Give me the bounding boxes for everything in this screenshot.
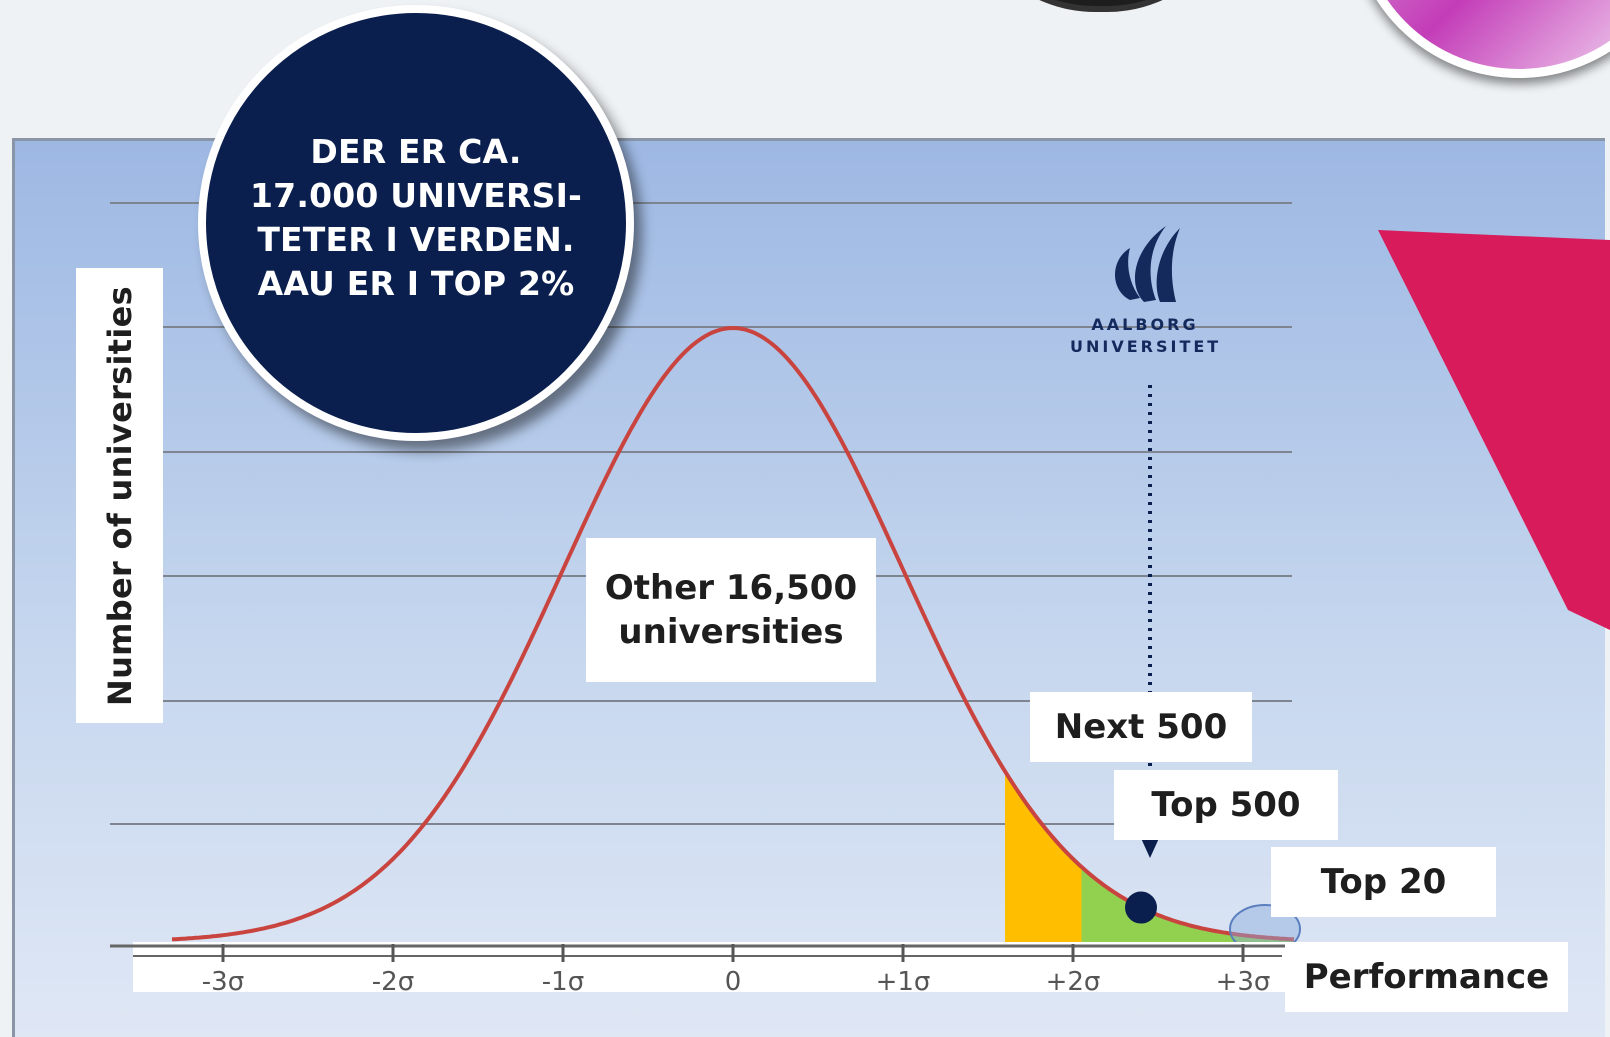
top-500-region [1081, 866, 1243, 942]
x-tick-label-6: +3σ [1216, 967, 1271, 997]
marker-arrowhead [1140, 836, 1160, 858]
top-500-text: Top 500 [1151, 785, 1301, 825]
info-callout-circle: DER ER CA. 17.000 UNIVERSI- TETER I VERD… [198, 5, 634, 441]
top-500-label: Top 500 [1114, 770, 1338, 840]
aau-position-marker [1125, 891, 1157, 924]
next-500-text: Next 500 [1054, 707, 1228, 747]
x-tick-label-0: -3σ [202, 967, 244, 997]
callout-text: DER ER CA. 17.000 UNIVERSI- TETER I VERD… [250, 132, 582, 303]
x-tick-label-3: 0 [725, 967, 742, 997]
pink-decorative-wedge [1378, 230, 1610, 630]
x-axis-band [133, 942, 1285, 992]
next-500-region [1005, 771, 1082, 942]
x-axis-label: Performance [1303, 957, 1550, 997]
y-axis-label: Number of universities [100, 285, 139, 706]
y-axis-label-box: Number of universities [76, 268, 163, 723]
logo-text-line-2: UNIVERSITET [1070, 337, 1222, 356]
top-20-label: Top 20 [1271, 847, 1496, 917]
other-universities-text: Other 16,500 universities [604, 568, 858, 652]
x-tick-label-2: -1σ [542, 967, 584, 997]
x-tick-label-5: +2σ [1046, 967, 1101, 997]
x-axis-label-box: Performance [1285, 942, 1568, 1012]
x-tick-label-1: -2σ [372, 967, 414, 997]
aalborg-university-logo: AALBORG UNIVERSITET [1070, 220, 1220, 358]
next-500-label: Next 500 [1030, 692, 1252, 762]
x-tick-label-4: +1σ [876, 967, 931, 997]
distribution-curve [171, 325, 1295, 942]
other-universities-label: Other 16,500 universities [586, 538, 876, 682]
top-20-text: Top 20 [1320, 862, 1447, 902]
aau-wave-logo-icon [1115, 226, 1180, 302]
logo-text-line-1: AALBORG [1091, 315, 1199, 334]
